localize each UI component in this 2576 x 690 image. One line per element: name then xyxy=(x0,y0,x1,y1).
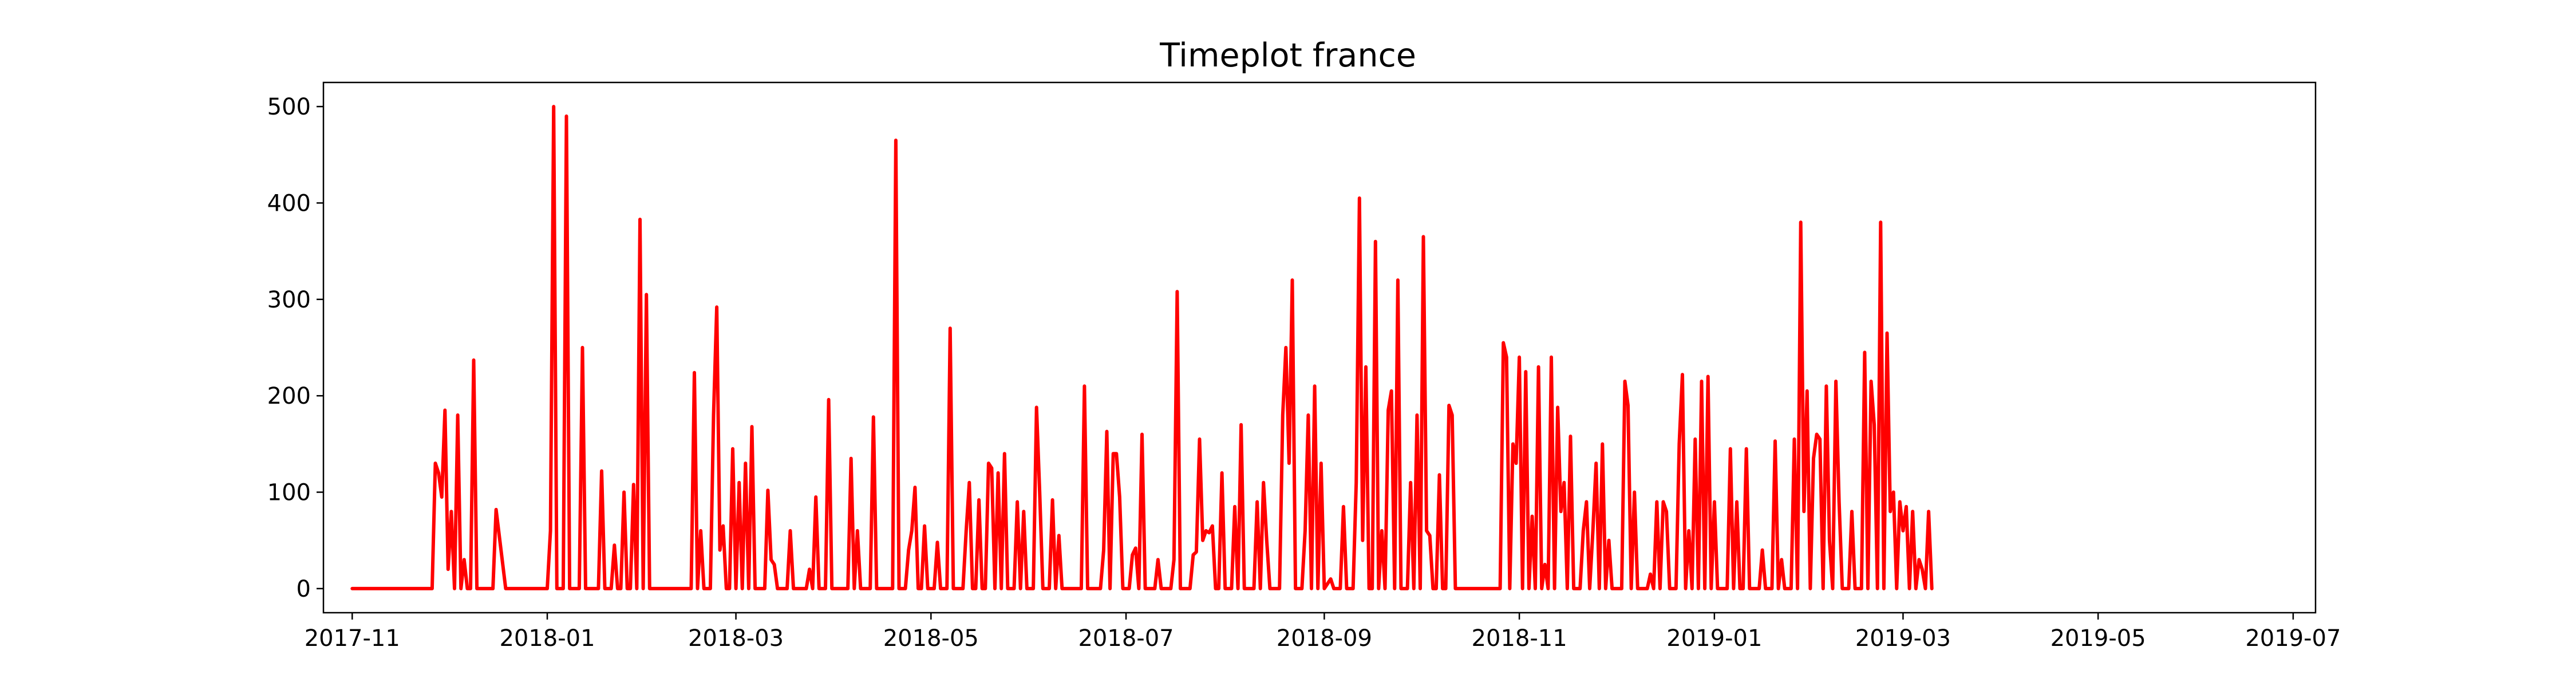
x-tick-label: 2018-05 xyxy=(883,625,979,652)
x-axis: 2017-11 2018-01 2018-03 2018-05 2018-07 2018-… xyxy=(305,613,2341,652)
x-tick-label: 2018-03 xyxy=(688,625,784,652)
x-tick-label: 2019-05 xyxy=(2050,625,2146,652)
x-tick-label: 2018-07 xyxy=(1078,625,1174,652)
x-tick-label: 2017-11 xyxy=(305,625,400,652)
y-tick-label: 100 xyxy=(267,480,311,506)
y-tick-label: 300 xyxy=(267,287,311,313)
y-tick-label: 400 xyxy=(267,190,311,216)
plot-frame xyxy=(322,81,2317,614)
x-tick-label: 2018-09 xyxy=(1277,625,1372,652)
x-tick-label: 2018-11 xyxy=(1472,625,1567,652)
y-tick-label: 500 xyxy=(267,94,311,120)
y-tick-label: 0 xyxy=(297,576,311,602)
chart-title: Timeplot france xyxy=(1159,37,1416,74)
x-tick-label: 2019-01 xyxy=(1666,625,1762,652)
series-line xyxy=(350,105,1934,590)
x-tick-label: 2019-07 xyxy=(2245,625,2341,652)
y-axis: 0 100 200 300 400 500 xyxy=(267,94,323,602)
x-tick-label: 2018-01 xyxy=(499,625,595,652)
x-tick-label: 2019-03 xyxy=(1855,625,1951,652)
y-tick-label: 200 xyxy=(267,383,311,409)
